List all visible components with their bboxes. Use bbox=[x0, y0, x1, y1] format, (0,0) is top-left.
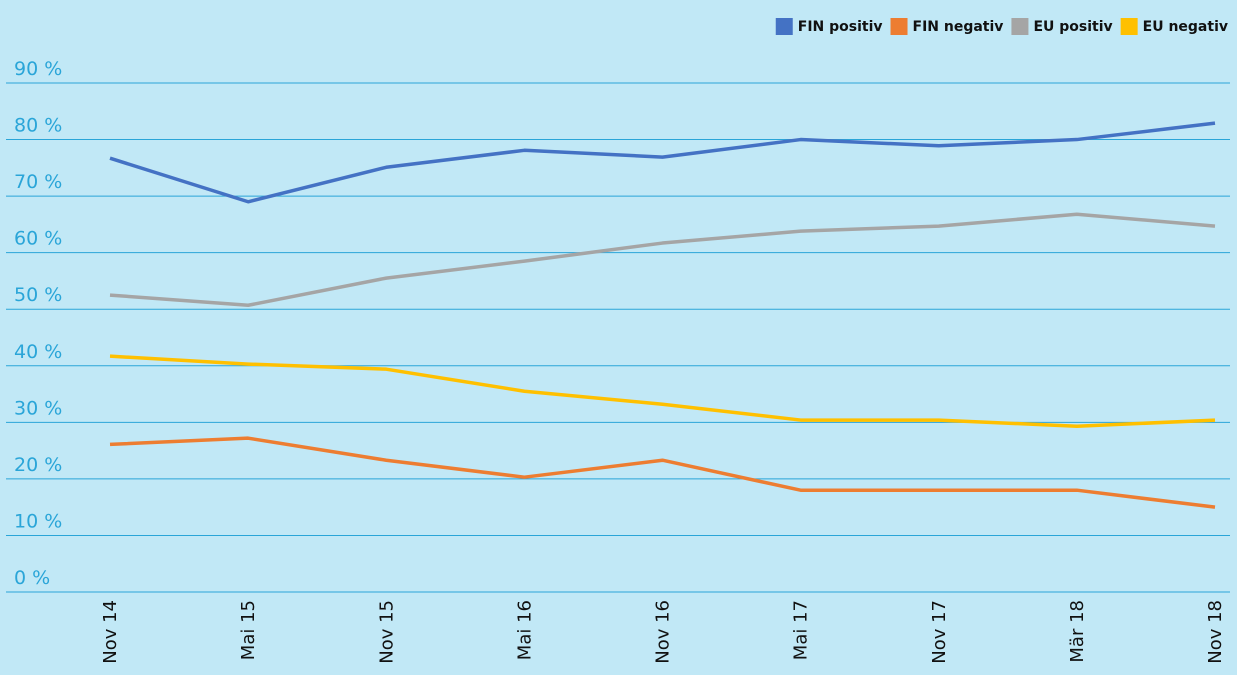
legend-label: EU positiv bbox=[1033, 19, 1112, 35]
y-tick-label: 80 % bbox=[14, 115, 62, 137]
legend-swatch bbox=[1120, 18, 1138, 35]
y-tick-label: 20 % bbox=[14, 454, 62, 476]
y-tick-label: 10 % bbox=[14, 510, 62, 532]
x-tick-label: Nov 18 bbox=[1205, 600, 1226, 664]
legend-label: FIN positiv bbox=[798, 19, 883, 35]
x-tick-label: Nov 15 bbox=[376, 600, 397, 664]
series-line bbox=[109, 121, 1216, 204]
y-tick-label: 60 % bbox=[14, 228, 62, 250]
y-tick-label: 70 % bbox=[14, 171, 62, 193]
x-tick-label: Mai 16 bbox=[514, 600, 535, 660]
legend-swatch bbox=[890, 18, 908, 35]
y-tick-label: 30 % bbox=[14, 397, 62, 419]
x-tick-label: Nov 17 bbox=[929, 600, 950, 664]
x-tick-label: Nov 14 bbox=[100, 600, 121, 664]
legend-label: FIN negativ bbox=[913, 19, 1004, 35]
y-tick-label: 90 % bbox=[14, 58, 62, 80]
legend-swatch bbox=[775, 18, 793, 35]
series-line bbox=[109, 436, 1216, 509]
legend-label: EU negativ bbox=[1143, 19, 1228, 35]
series-line bbox=[109, 354, 1216, 429]
x-tick-label: Mai 17 bbox=[791, 600, 812, 660]
legend-swatch bbox=[1011, 18, 1029, 35]
y-tick-label: 40 % bbox=[14, 341, 62, 363]
y-tick-label: 0 % bbox=[14, 567, 50, 589]
x-tick-label: Mär 18 bbox=[1067, 600, 1088, 663]
y-tick-label: 50 % bbox=[14, 284, 62, 306]
x-tick-label: Nov 16 bbox=[653, 600, 674, 664]
series-line bbox=[109, 212, 1216, 308]
x-tick-label: Mai 15 bbox=[238, 600, 259, 660]
